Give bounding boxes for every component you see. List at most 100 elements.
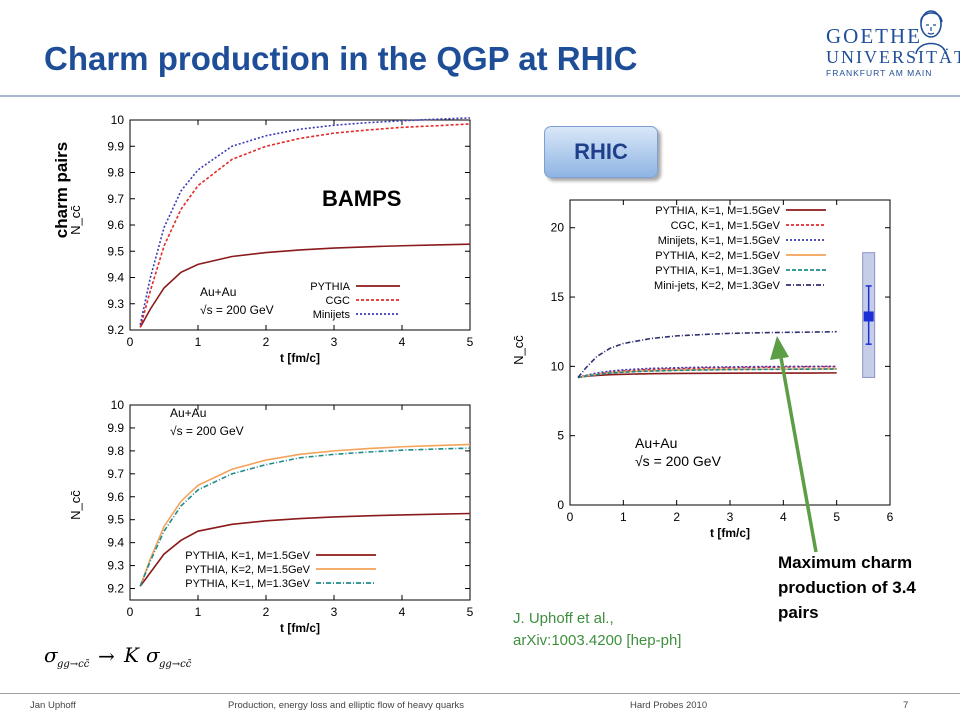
slide-title: Charm production in the QGP at RHIC	[44, 40, 638, 77]
y-tick-label: 9.2	[107, 582, 124, 596]
logo-line-2: UNIVERSITÄT	[826, 47, 960, 67]
citation: J. Uphoff et al., arXiv:1003.4200 [hep-p…	[513, 608, 681, 652]
title-divider	[0, 95, 960, 97]
plot-annotation: √s = 200 GeV	[170, 424, 244, 438]
bamps-label: BAMPS	[322, 186, 402, 211]
y-tick-label: 9.7	[107, 467, 124, 481]
x-tick-label: 3	[331, 605, 338, 619]
series-line	[139, 123, 471, 328]
measurement-point	[863, 311, 874, 322]
y-tick-label: 9.3	[107, 559, 124, 573]
y-axis-label: N_cc̄	[511, 335, 526, 365]
x-tick-label: 5	[467, 605, 474, 619]
y-tick-label: 9.5	[107, 244, 124, 258]
y-tick-label: 9.6	[107, 218, 124, 232]
footer-divider	[0, 693, 960, 694]
y-tick-label: 5	[557, 429, 564, 443]
university-logo: GOETHE UNIVERSITÄT FRANKFURT AM MAIN	[826, 10, 960, 78]
x-tick-label: 5	[833, 510, 840, 524]
svg-text:σ: σ	[146, 643, 161, 667]
x-tick-label: 4	[399, 335, 406, 349]
y-tick-label: 20	[551, 221, 565, 235]
y-axis-label: N_cc̄	[68, 490, 83, 520]
footer-talk-title: Production, energy loss and elliptic flo…	[228, 700, 465, 711]
cross-section-formula: σ gg→cc̄ → K σ gg→cc̄	[44, 643, 192, 670]
svg-text:gg→cc̄: gg→cc̄	[159, 659, 192, 670]
legend-label: PYTHIA	[310, 281, 350, 293]
legend-label: PYTHIA, K=1, M=1.5GeV	[655, 205, 780, 217]
x-tick-label: 2	[673, 510, 680, 524]
rhic-badge: RHIC	[544, 126, 658, 178]
y-tick-label: 10	[111, 398, 125, 412]
y-tick-label: 9.9	[107, 139, 124, 153]
svg-text:σ: σ	[44, 643, 59, 667]
footer-author: Jan Uphoff	[30, 700, 76, 711]
x-tick-label: 2	[263, 605, 270, 619]
plot-annotation: Au+Au	[200, 285, 236, 299]
goethe-portrait-icon	[915, 10, 947, 54]
logo-line-3: FRANKFURT AM MAIN	[826, 68, 933, 78]
x-tick-label: 3	[727, 510, 734, 524]
plot-annotation: Au+Au	[170, 406, 206, 420]
plot-annotation: √s = 200 GeV	[635, 453, 722, 469]
x-tick-label: 0	[127, 605, 134, 619]
x-axis-label: t [fm/c]	[710, 526, 750, 540]
y-tick-label: 9.6	[107, 490, 124, 504]
y-tick-label: 9.4	[107, 271, 124, 285]
max-charm-annotation: Maximum charm production of 3.4 pairs	[778, 553, 916, 622]
legend-label: Mini-jets, K=2, M=1.3GeV	[654, 280, 781, 292]
y-tick-label: 9.8	[107, 444, 124, 458]
legend-label: PYTHIA, K=2, M=1.5GeV	[185, 564, 310, 576]
x-tick-label: 2	[263, 335, 270, 349]
x-tick-label: 1	[195, 335, 202, 349]
k-factor-plot: 0 1 2 3 4 5 9.2 9.3 9.4 9.5 9.6 9.7 9.8 9.9 10 t [fm/c]…	[68, 398, 474, 635]
x-tick-label: 1	[195, 605, 202, 619]
plot-frame	[129, 404, 471, 601]
citation-arxiv: arXiv:1003.4200 [hep-ph]	[513, 632, 682, 649]
series-line	[577, 330, 837, 378]
series-line	[139, 243, 471, 328]
plot-annotation: Au+Au	[635, 435, 677, 451]
footer-conference: Hard Probes 2010	[630, 700, 708, 711]
y-tick-label: 15	[551, 290, 565, 304]
plot-frame	[129, 119, 471, 331]
x-tick-label: 4	[399, 605, 406, 619]
logo-line-1: GOETHE	[826, 24, 922, 48]
y-tick-label: 9.3	[107, 297, 124, 311]
legend-label: Minijets, K=1, M=1.5GeV	[658, 235, 781, 247]
x-tick-label: 5	[467, 335, 474, 349]
y-axis-label: N_cc̄	[68, 205, 83, 235]
legend-label: CGC, K=1, M=1.5GeV	[671, 220, 781, 232]
y-tick-label: 9.4	[107, 536, 124, 550]
legend-label: PYTHIA, K=1, M=1.3GeV	[185, 578, 310, 590]
y-tick-label: 9.7	[107, 192, 124, 206]
cgc-minijets-plot: 0 1 2 3 4 5 9.2 9.3 9.4 9.5 9.6 9.7 9.8 9.9 10 t [fm/c]…	[68, 113, 474, 365]
y-tick-label: 10	[111, 113, 125, 127]
svg-text:→: →	[98, 644, 115, 668]
x-tick-label: 0	[567, 510, 574, 524]
x-tick-label: 1	[620, 510, 627, 524]
footer-page-number: 7	[903, 700, 909, 711]
x-tick-label: 0	[127, 335, 134, 349]
x-tick-label: 4	[780, 510, 787, 524]
legend-label: PYTHIA, K=2, M=1.5GeV	[655, 250, 780, 262]
x-tick-label: 6	[887, 510, 894, 524]
rhic-comparison-plot: 0 1 2 3 4 5 6 0 5 10 15 20 t [fm/c] N_cc̄ PYTHIA, K=1,…	[511, 199, 894, 540]
y-tick-label: 9.2	[107, 323, 124, 337]
x-tick-label: 3	[331, 335, 338, 349]
x-axis-label: t [fm/c]	[280, 621, 320, 635]
y-tick-label: 9.8	[107, 166, 124, 180]
annotation-arrow	[770, 336, 818, 553]
svg-text:K: K	[123, 643, 140, 667]
y-tick-label: 9.9	[107, 421, 124, 435]
legend-label: CGC	[326, 295, 351, 307]
y-tick-label: 0	[557, 498, 564, 512]
series-line	[139, 117, 471, 325]
citation-authors: J. Uphoff et al.,	[513, 610, 614, 627]
y-tick-label: 10	[551, 359, 565, 373]
series-line	[139, 512, 471, 587]
legend-label: PYTHIA, K=1, M=1.3GeV	[655, 265, 780, 277]
legend-label: Minijets	[313, 309, 351, 321]
series-line	[139, 447, 471, 587]
series-line	[139, 443, 471, 587]
